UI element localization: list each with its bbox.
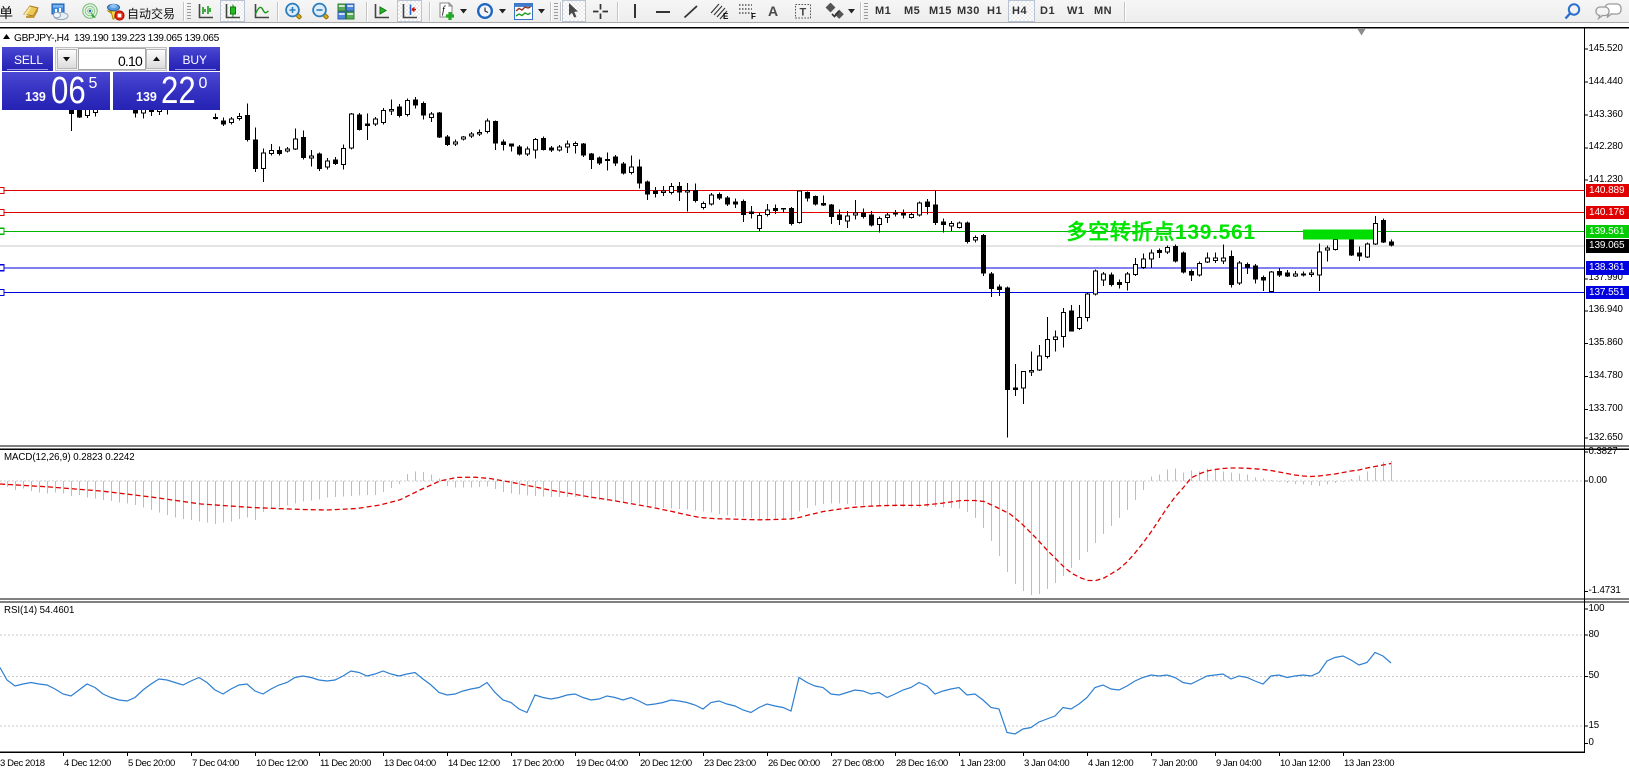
svg-text:T: T (800, 7, 807, 19)
svg-text:E: E (723, 12, 729, 21)
svg-text:F: F (751, 12, 756, 21)
svg-text:f: f (442, 5, 446, 16)
